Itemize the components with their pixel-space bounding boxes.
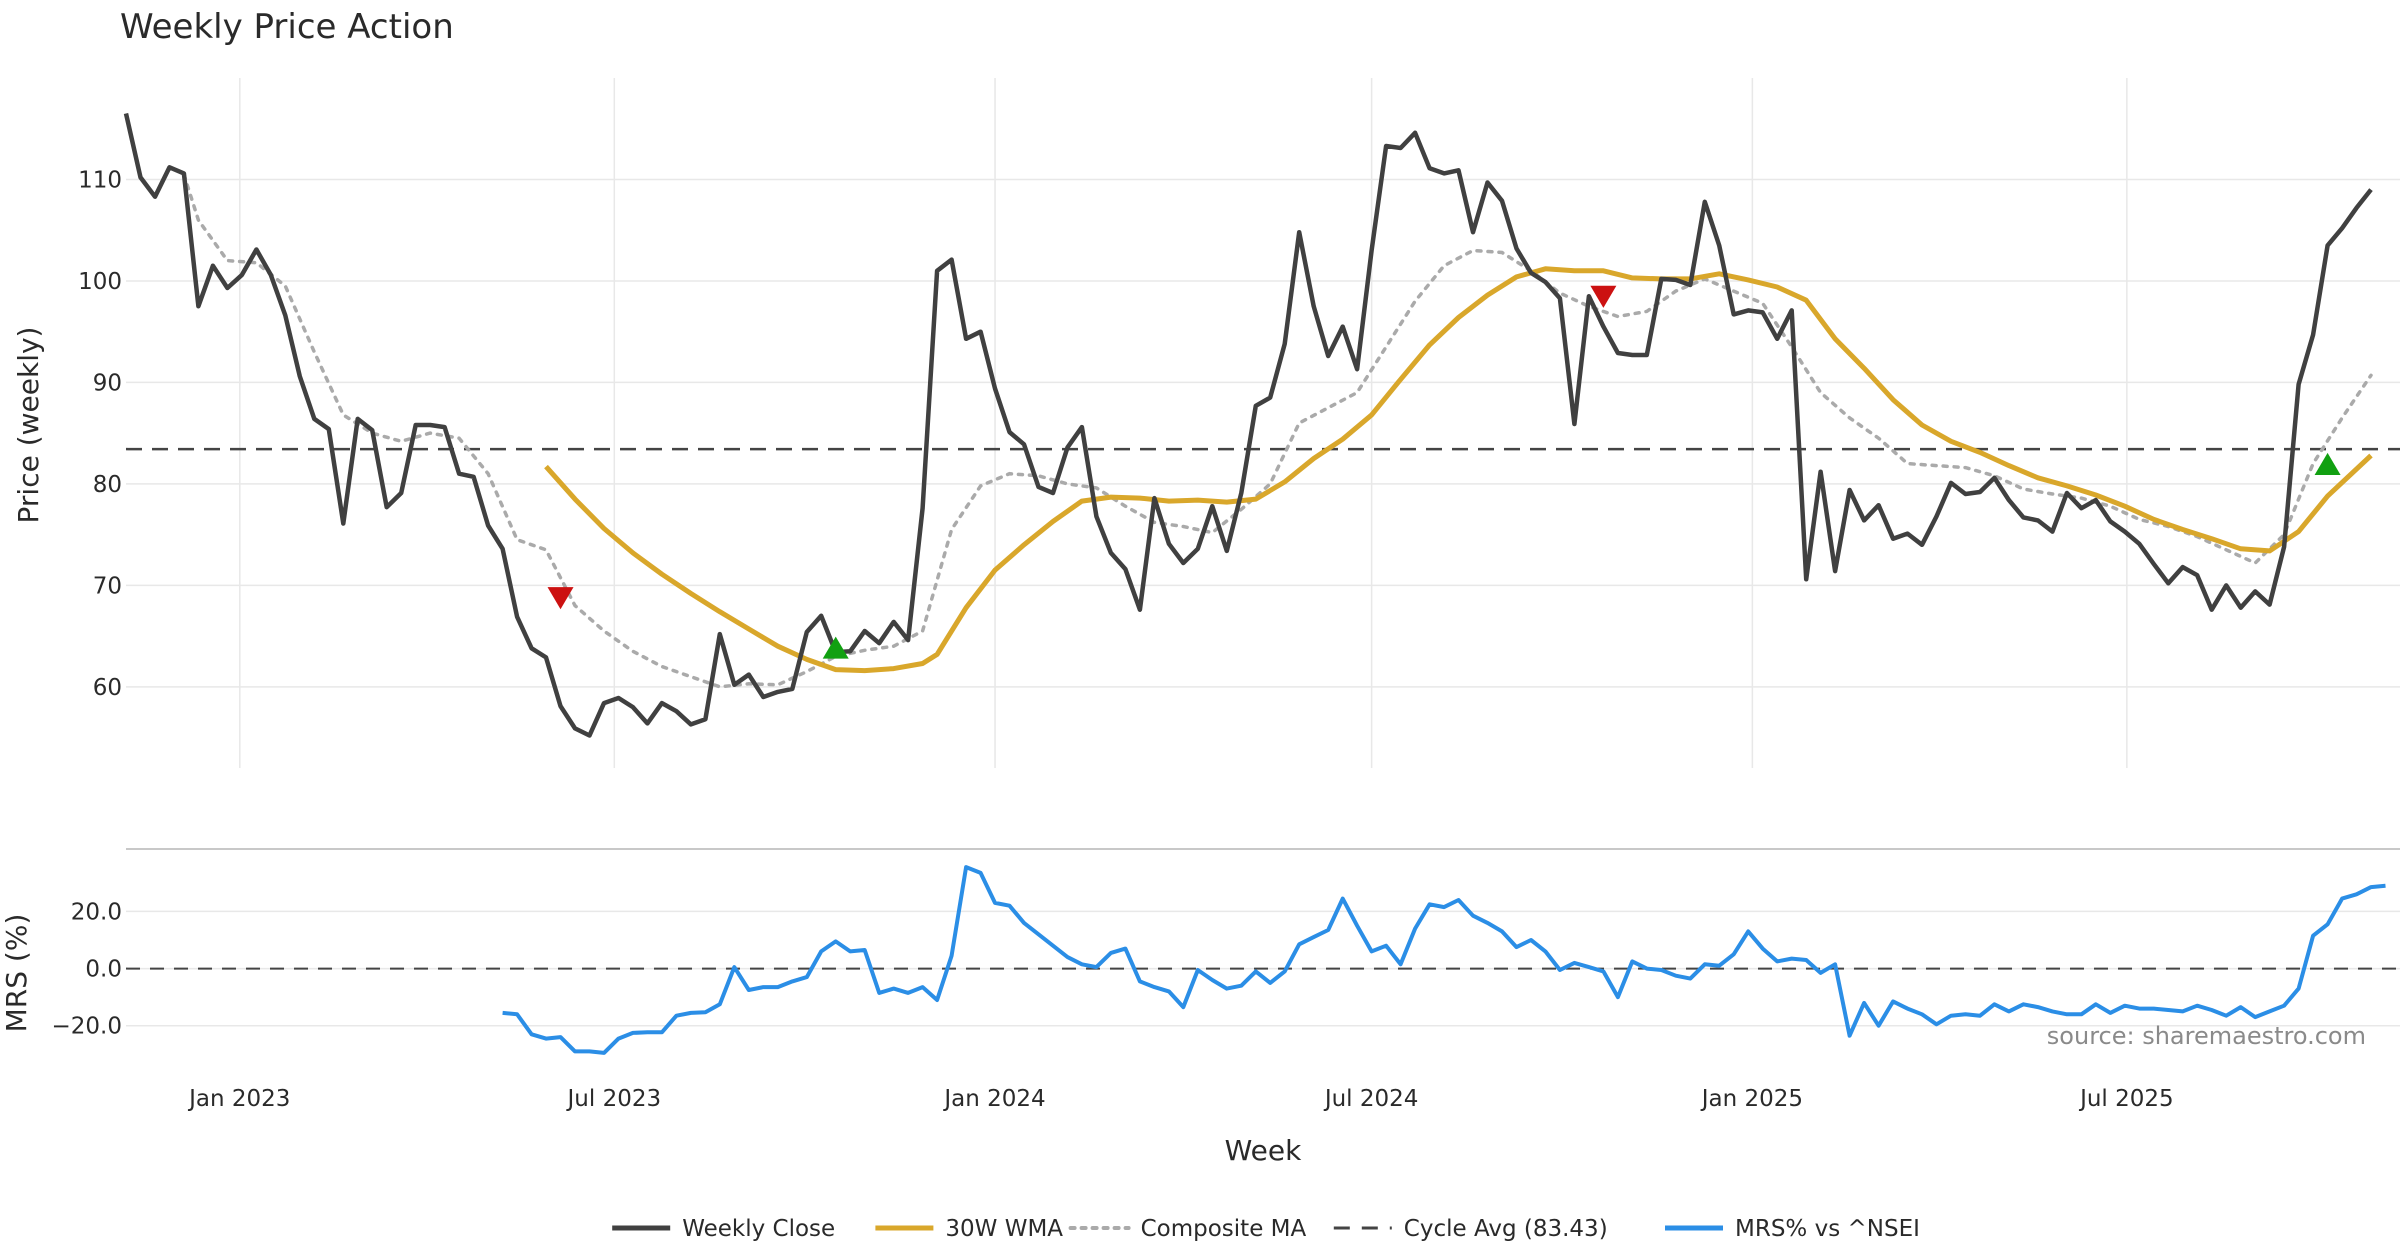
x-tick-label: Jan 2025 — [1700, 1086, 1803, 1112]
chart-title: Weekly Price Action — [120, 7, 454, 47]
price-y-tick-label: 70 — [93, 573, 122, 599]
buy-signal-marker — [2314, 452, 2341, 476]
buy-signal-marker — [822, 636, 849, 659]
price-y-axis-label: Price (weekly) — [12, 327, 45, 524]
sell-signal-marker — [547, 587, 574, 610]
x-ticks: Jan 2023 Jul 2023 Jan 2024 Jul 2024 Jan 2025… — [187, 1086, 2174, 1112]
composite-ma-line — [182, 172, 2373, 689]
legend-label-30w-wma: 30W WMA — [945, 1216, 1063, 1242]
legend-label-mrs-vs-nsei: MRS% vs ^NSEI — [1735, 1216, 1920, 1242]
price-y-tick-label: 60 — [93, 675, 122, 701]
wma-30w-line — [544, 266, 2373, 674]
sell-signal-marker — [1590, 285, 1617, 308]
mrs-line — [502, 865, 2386, 1055]
mrs-y-tick-label: −20.0 — [52, 1014, 122, 1040]
price-y-tick-label: 90 — [93, 370, 122, 396]
legend-label-composite-ma: Composite MA — [1141, 1216, 1307, 1242]
price-y-tick-label: 110 — [78, 167, 122, 193]
signal-markers — [547, 285, 2341, 659]
weekly-close-line — [123, 113, 2373, 738]
x-tick-label: Jan 2023 — [187, 1086, 290, 1112]
price-y-tick-label: 80 — [93, 472, 122, 498]
mrs-y-axis-label: MRS (%) — [0, 914, 33, 1033]
x-tick-label: Jul 2025 — [2078, 1086, 2174, 1112]
mrs-y-ticks: 20.0 0.0 −20.0 — [52, 899, 122, 1039]
price-y-tick-label: 100 — [78, 269, 122, 295]
x-tick-label: Jan 2024 — [942, 1086, 1045, 1112]
mrs-y-tick-label: 0.0 — [85, 957, 122, 983]
x-tick-label: Jul 2024 — [1323, 1086, 1419, 1112]
legend: Weekly Close 30W WMA Composite MA Cycle Avg… — [612, 1216, 1920, 1242]
source-note: source: sharemaestro.com — [2047, 1022, 2366, 1050]
legend-label-weekly-close: Weekly Close — [682, 1216, 835, 1242]
x-tick-label: Jul 2023 — [566, 1086, 662, 1112]
legend-label-cycle-avg-83-43: Cycle Avg (83.43) — [1404, 1216, 1608, 1242]
price-y-ticks: 60 70 80 90 100 110 — [78, 167, 122, 700]
price-y-gridlines — [126, 178, 2400, 688]
x-gridlines — [239, 78, 2128, 768]
x-axis-label: Week — [1225, 1134, 1302, 1167]
mrs-y-tick-label: 20.0 — [71, 899, 122, 925]
